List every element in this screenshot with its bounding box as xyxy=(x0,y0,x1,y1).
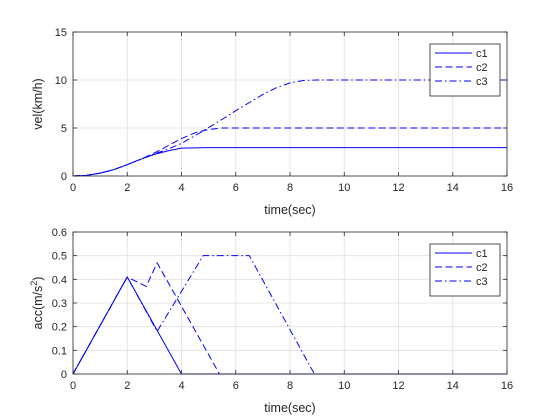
acceleration-ylabel-suffix: ) xyxy=(31,277,45,281)
acceleration-legend: c1 c2 c3 xyxy=(429,243,501,297)
acc-xtick-label: 4 xyxy=(178,380,184,392)
velocity-ticks: 0 2 4 6 8 10 12 14 16 0 5 10 15 xyxy=(55,27,513,194)
acc-xtick-label: 8 xyxy=(287,380,293,392)
vel-xtick-label: 6 xyxy=(233,182,239,194)
acc-xtick-label: 10 xyxy=(338,380,350,392)
vel-xtick-label: 4 xyxy=(178,182,184,194)
vel-ytick-label: 15 xyxy=(55,27,67,39)
acc-ytick-label: 0.2 xyxy=(52,322,67,334)
velocity-ylabel: vel(km/h) xyxy=(31,78,45,129)
vel-xtick-label: 2 xyxy=(124,182,130,194)
vel-xtick-label: 8 xyxy=(287,182,293,194)
vel-xtick-label: 10 xyxy=(338,182,350,194)
acceleration-ylabel-main: acc(m/s xyxy=(31,286,45,330)
acc-series-c3 xyxy=(72,255,507,375)
acc-ytick-label: 0.4 xyxy=(52,274,67,286)
vel-series-c2 xyxy=(72,127,507,177)
acc-legend-label-c2: c2 xyxy=(476,262,488,274)
vel-ytick-label: 0 xyxy=(61,171,67,183)
acc-xtick-label: 2 xyxy=(124,380,130,392)
acc-xtick-label: 12 xyxy=(392,380,404,392)
acceleration-ylabel-superscript: 2 xyxy=(29,281,39,286)
vel-xtick-label: 0 xyxy=(70,182,76,194)
acc-ytick-label: 0 xyxy=(61,369,67,381)
acc-legend-label-c1: c1 xyxy=(476,248,488,260)
vel-legend-label-c1: c1 xyxy=(476,48,488,60)
acc-legend-label-c3: c3 xyxy=(476,276,488,288)
velocity-legend: c1 c2 c3 xyxy=(429,43,501,97)
acceleration-xlabel: time(sec) xyxy=(264,401,315,415)
acc-legend-box xyxy=(429,243,501,297)
acc-ytick-label: 0.5 xyxy=(52,251,67,263)
acc-xtick-label: 16 xyxy=(501,380,513,392)
vel-ytick-label: 5 xyxy=(61,123,67,135)
acceleration-ticks: 0 2 4 6 8 10 12 14 16 0 0.1 0.2 0.3 0.4 0.5 0.6 xyxy=(52,227,513,392)
velocity-series xyxy=(72,79,507,177)
vel-legend-box xyxy=(429,43,501,97)
velocity-xlabel: time(sec) xyxy=(264,203,315,217)
acc-ytick-label: 0.3 xyxy=(52,298,67,310)
vel-xtick-label: 14 xyxy=(447,182,459,194)
vel-xtick-label: 12 xyxy=(392,182,404,194)
acceleration-ylabel: acc(m/s2) xyxy=(29,277,45,330)
acc-xtick-label: 6 xyxy=(233,380,239,392)
acc-xtick-label: 0 xyxy=(70,380,76,392)
acc-xtick-label: 14 xyxy=(447,380,459,392)
acceleration-plot: 0 2 4 6 8 10 12 14 16 0 0.1 0.2 0.3 0.4 0.5 0.6 time(se… xyxy=(29,227,513,415)
vel-series-c3 xyxy=(72,79,507,177)
acc-ytick-label: 0.6 xyxy=(52,227,67,239)
vel-xtick-label: 16 xyxy=(501,182,513,194)
acc-ytick-label: 0.1 xyxy=(52,345,67,357)
vel-ytick-label: 10 xyxy=(55,75,67,87)
vel-legend-label-c3: c3 xyxy=(476,76,488,88)
vel-legend-label-c2: c2 xyxy=(476,62,488,74)
